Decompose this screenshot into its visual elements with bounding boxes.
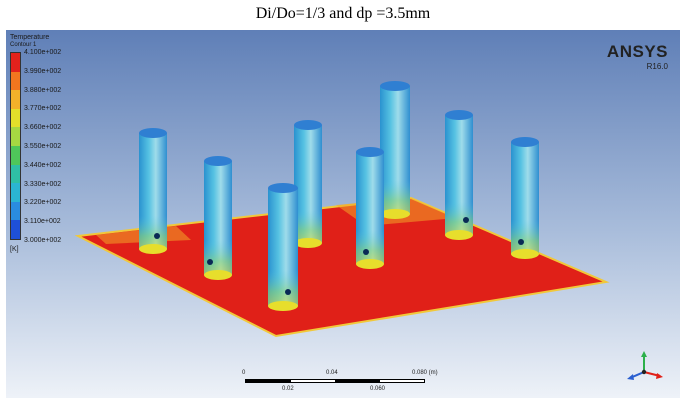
legend-label: 3.660e+002 — [24, 123, 61, 132]
legend-label: 3.220e+002 — [24, 198, 61, 207]
brand-name: ANSYS — [607, 42, 668, 62]
legend-swatch — [11, 146, 20, 165]
scale-bar-ruler — [245, 379, 425, 383]
legend-label: 3.880e+002 — [24, 86, 61, 95]
legend-unit: [K] — [10, 246, 19, 253]
legend-label: 3.990e+002 — [24, 67, 61, 76]
legend-title: Temperature — [10, 34, 130, 42]
figure-caption: Di/Do=1/3 and dp =3.5mm — [0, 0, 686, 30]
scale-label: 0.04 — [326, 370, 338, 376]
legend-swatch — [11, 183, 20, 202]
pin-fin[interactable] — [268, 183, 298, 311]
scale-label: 0.02 — [282, 386, 294, 392]
brand-version: R16.0 — [607, 62, 668, 71]
legend-swatch — [11, 202, 20, 221]
legend-label: 3.770e+002 — [24, 104, 61, 113]
legend-swatch — [11, 127, 20, 146]
legend-swatch — [11, 72, 20, 91]
temperature-legend: Temperature Contour 1 4.100e+002 3.990e+… — [10, 34, 130, 264]
legend-swatch — [11, 220, 20, 239]
legend-swatch — [11, 165, 20, 184]
legend-label: 3.330e+002 — [24, 180, 61, 189]
legend-swatch — [11, 53, 20, 72]
legend-label: 3.550e+002 — [24, 142, 61, 151]
scale-label: 0.060 — [370, 386, 385, 392]
pin-fin[interactable] — [204, 156, 232, 280]
scale-label: 0 — [242, 370, 245, 376]
pin-fin[interactable] — [139, 128, 167, 254]
scale-segment — [335, 380, 380, 382]
pin-fin[interactable] — [445, 110, 473, 240]
legend-label: 3.440e+002 — [24, 161, 61, 170]
pin-fin[interactable] — [511, 137, 539, 259]
pin-fin[interactable] — [356, 147, 384, 269]
graphics-viewport[interactable]: Temperature Contour 1 4.100e+002 3.990e+… — [6, 30, 680, 398]
legend-label: 3.000e+002 — [24, 236, 61, 245]
scale-segment — [291, 380, 336, 382]
legend-label: 3.110e+002 — [24, 217, 61, 226]
axis-triad-icon[interactable] — [622, 348, 666, 384]
pin-fin[interactable] — [294, 120, 322, 248]
ansys-logo: ANSYS R16.0 — [607, 42, 668, 71]
scale-label: 0.080 (m) — [412, 370, 438, 376]
scale-segment — [246, 380, 291, 382]
legend-swatch — [11, 109, 20, 128]
legend-label: 4.100e+002 — [24, 48, 61, 57]
pin-fin[interactable] — [380, 81, 410, 219]
legend-color-bar — [10, 52, 21, 240]
scale-segment — [380, 380, 425, 382]
scale-bar: 0 0.04 0.080 (m) 0.02 0.060 — [242, 370, 472, 394]
legend-swatch — [11, 90, 20, 109]
